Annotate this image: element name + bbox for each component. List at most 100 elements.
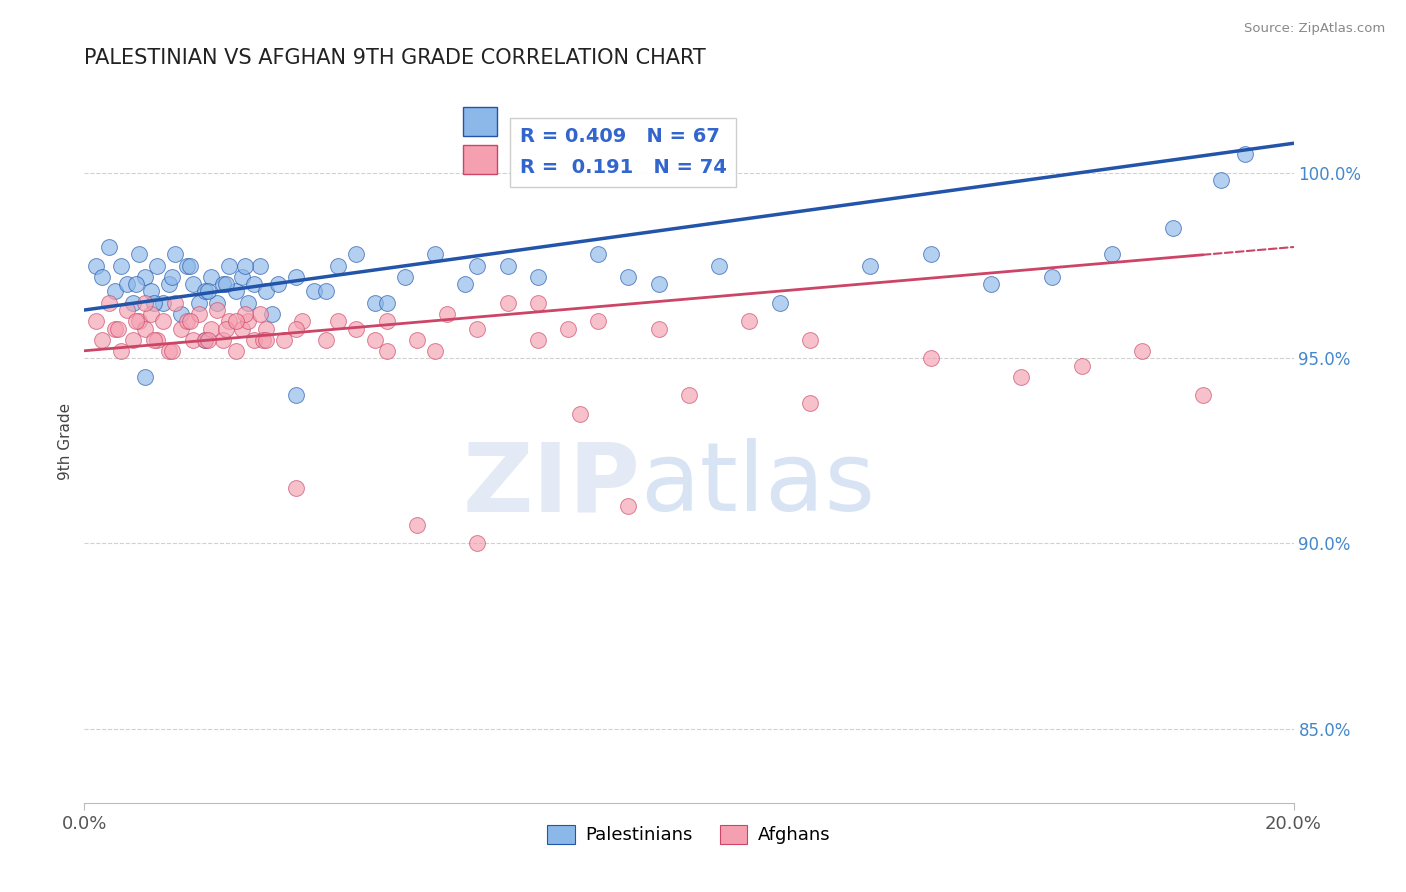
Point [179, 259, 201, 273]
Point [125, 314, 148, 328]
Y-axis label: 9th Grade: 9th Grade [58, 403, 73, 480]
Point [406, 333, 429, 347]
Point [1071, 359, 1094, 373]
Point [423, 343, 446, 358]
Point [97, 240, 120, 254]
Point [200, 321, 222, 335]
Point [467, 536, 489, 550]
Point [225, 343, 247, 358]
Point [285, 321, 308, 335]
Point [678, 388, 700, 402]
Point [328, 259, 350, 273]
Point [160, 269, 183, 284]
Point [617, 500, 640, 514]
Point [152, 314, 174, 328]
Legend: Palestinians, Afghans: Palestinians, Afghans [540, 818, 838, 852]
Point [197, 333, 219, 347]
Point [121, 333, 143, 347]
Point [254, 321, 277, 335]
Point [859, 259, 882, 273]
Point [128, 314, 150, 328]
Point [617, 269, 640, 284]
Text: atlas: atlas [641, 438, 876, 532]
Point [188, 295, 211, 310]
Point [328, 314, 350, 328]
Point [236, 295, 259, 310]
Point [104, 321, 127, 335]
Point [285, 481, 308, 495]
Point [254, 285, 277, 299]
Point [139, 307, 162, 321]
Point [375, 314, 398, 328]
Point [104, 285, 127, 299]
Point [115, 303, 138, 318]
Point [165, 247, 187, 261]
Point [207, 295, 229, 310]
Point [346, 247, 368, 261]
Point [920, 247, 942, 261]
Point [134, 269, 156, 284]
Point [285, 388, 308, 402]
Point [170, 321, 193, 335]
Point [218, 314, 240, 328]
Point [110, 259, 132, 273]
Point [260, 307, 283, 321]
Text: ZIP: ZIP [463, 438, 641, 532]
Point [249, 259, 271, 273]
Point [1234, 147, 1257, 161]
Point [363, 295, 385, 310]
Point [291, 314, 314, 328]
Point [160, 343, 183, 358]
Point [648, 321, 671, 335]
Point [218, 259, 240, 273]
Point [157, 277, 180, 291]
Point [236, 314, 259, 328]
Point [375, 295, 398, 310]
Point [252, 333, 274, 347]
Point [709, 259, 731, 273]
Point [215, 277, 238, 291]
Point [146, 259, 169, 273]
Point [527, 333, 550, 347]
Point [86, 314, 108, 328]
Point [157, 343, 180, 358]
Point [225, 285, 247, 299]
Point [346, 321, 368, 335]
Point [285, 269, 308, 284]
Point [212, 277, 235, 291]
Point [194, 333, 217, 347]
Point [176, 314, 198, 328]
Point [110, 343, 132, 358]
Point [181, 333, 204, 347]
Point [128, 247, 150, 261]
Point [394, 269, 416, 284]
Point [980, 277, 1002, 291]
Text: PALESTINIAN VS AFGHAN 9TH GRADE CORRELATION CHART: PALESTINIAN VS AFGHAN 9TH GRADE CORRELAT… [84, 47, 706, 68]
Point [231, 269, 253, 284]
Point [165, 295, 187, 310]
Point [91, 269, 114, 284]
Point [194, 333, 217, 347]
Point [588, 314, 610, 328]
Point [142, 333, 165, 347]
FancyBboxPatch shape [463, 107, 496, 136]
Point [1011, 369, 1033, 384]
Point [233, 307, 256, 321]
Point [170, 307, 193, 321]
Point [233, 259, 256, 273]
Point [527, 269, 550, 284]
Point [121, 295, 143, 310]
Point [188, 307, 211, 321]
Point [231, 321, 253, 335]
Point [406, 517, 429, 532]
Point [212, 333, 235, 347]
Point [302, 285, 325, 299]
Point [142, 295, 165, 310]
Point [254, 333, 277, 347]
Point [315, 285, 337, 299]
FancyBboxPatch shape [463, 145, 496, 174]
Point [242, 277, 264, 291]
Point [139, 285, 162, 299]
Point [648, 277, 671, 291]
Point [527, 295, 550, 310]
